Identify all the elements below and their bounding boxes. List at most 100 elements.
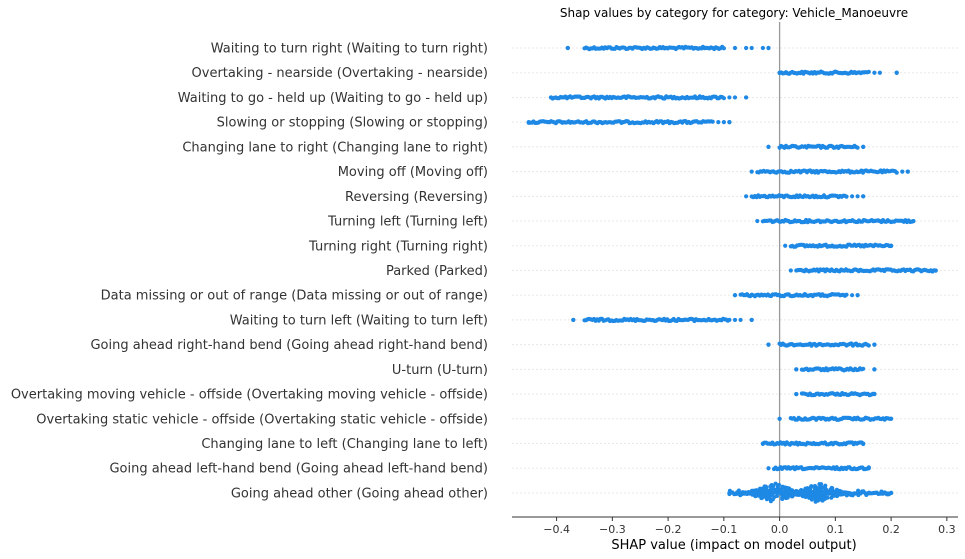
category-label: Turning right (Turning right)	[308, 239, 488, 254]
category-label: Turning left (Turning left)	[327, 215, 488, 230]
shap-point	[830, 493, 835, 498]
shap-point	[877, 70, 883, 75]
category-label: Waiting to turn right (Waiting to turn r…	[211, 42, 488, 57]
x-axis: −0.4 −0.3 −0.2 −0.1 0.0 0.1 0.2 0.3	[512, 516, 958, 536]
shap-point	[766, 144, 771, 149]
shap-point	[911, 218, 916, 224]
shap-point	[791, 492, 796, 497]
category-label: Going ahead right-hand bend (Going ahead…	[90, 338, 488, 353]
shap-point	[710, 119, 715, 124]
shap-point	[526, 120, 531, 125]
category-points	[727, 481, 894, 504]
shap-point	[856, 493, 861, 498]
category-label: Waiting to go - held up (Waiting to go -…	[178, 91, 488, 106]
shap-point	[732, 317, 738, 323]
x-tick-label: −0.2	[655, 523, 682, 536]
category-label: Moving off (Moving off)	[338, 165, 488, 180]
category-points	[732, 292, 860, 299]
shap-point	[933, 268, 938, 273]
shap-point	[813, 488, 818, 493]
shap-point	[788, 268, 793, 273]
shap-point	[763, 484, 768, 489]
category-label: Reversing (Reversing)	[345, 190, 488, 205]
shap-point	[762, 489, 767, 494]
shap-point	[749, 317, 754, 323]
shap-point	[784, 494, 789, 499]
shap-point	[794, 367, 799, 372]
shap-point	[840, 492, 844, 497]
shap-point	[844, 194, 849, 199]
shap-point	[872, 391, 877, 397]
category-points	[766, 465, 871, 472]
x-tick-label: 0.0	[771, 523, 789, 536]
shap-point	[749, 169, 754, 174]
shap-point	[872, 342, 877, 347]
shap-point	[716, 120, 721, 125]
shap-point	[861, 194, 866, 199]
category-points	[526, 119, 732, 126]
category-points	[565, 44, 771, 52]
shap-point	[855, 293, 860, 298]
shap-point	[744, 95, 749, 100]
shap-point	[777, 416, 782, 421]
shap-point	[818, 489, 823, 494]
category-label: Parked (Parked)	[386, 264, 488, 279]
category-rows: Waiting to turn right (Waiting to turn r…	[11, 42, 958, 501]
shap-point	[738, 317, 743, 323]
category-label: Going ahead left-hand bend (Going ahead …	[109, 462, 488, 477]
shap-point	[571, 317, 576, 323]
shap-point	[844, 292, 849, 297]
shap-point	[750, 489, 755, 494]
x-tick-label: 0.3	[938, 523, 956, 536]
shap-point	[883, 490, 888, 496]
category-points	[766, 143, 866, 150]
category-points	[744, 193, 866, 200]
chart-title: Shap values by category for category: Ve…	[560, 6, 908, 20]
shap-point	[844, 493, 849, 498]
category-points	[794, 391, 877, 398]
shap-point	[849, 493, 854, 497]
category-points	[760, 440, 866, 447]
shap-point	[867, 490, 871, 495]
shap-point	[813, 499, 818, 504]
shap-point	[819, 482, 824, 487]
shap-point	[800, 493, 805, 498]
category-label: Data missing or out of range (Data missi…	[101, 289, 488, 304]
shap-point	[864, 493, 869, 497]
shap-point	[732, 45, 738, 51]
shap-point	[872, 367, 877, 372]
category-points	[766, 341, 877, 348]
category-points	[755, 217, 916, 225]
shap-point	[866, 343, 871, 348]
shap-point	[879, 489, 884, 494]
category-points	[571, 316, 754, 324]
category-points	[749, 168, 910, 175]
shap-point	[855, 145, 860, 150]
shap-point	[872, 70, 877, 75]
category-label: Going ahead other (Going ahead other)	[231, 486, 488, 501]
shap-point	[823, 496, 827, 501]
shap-point	[775, 484, 780, 489]
shap-point	[889, 490, 894, 496]
shap-point	[894, 70, 899, 75]
category-label: Overtaking moving vehicle - offside (Ove…	[11, 388, 488, 403]
shap-point	[759, 486, 764, 491]
shap-point	[727, 317, 732, 322]
category-points	[794, 366, 877, 373]
shap-point	[866, 69, 871, 74]
category-label: Overtaking - nearside (Overtaking - near…	[192, 66, 488, 81]
shap-point	[732, 293, 738, 298]
shap-point	[780, 489, 785, 494]
shap-point	[815, 493, 820, 498]
shap-point	[745, 491, 750, 496]
shap-point	[744, 45, 749, 51]
shap-point	[850, 293, 855, 298]
shap-point	[856, 488, 861, 493]
shap-point	[794, 391, 799, 397]
shap-point	[829, 486, 834, 491]
category-label: Waiting to turn left (Waiting to turn le…	[230, 313, 488, 328]
shap-point	[721, 120, 727, 125]
shap-point	[855, 194, 860, 199]
shap-point	[861, 144, 866, 149]
category-label: Slowing or stopping (Slowing or stopping…	[217, 116, 488, 131]
